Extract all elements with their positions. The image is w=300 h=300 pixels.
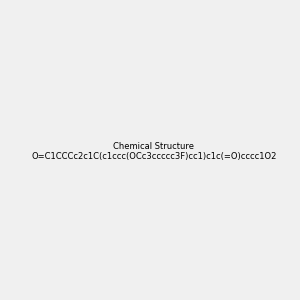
Text: Chemical Structure
O=C1CCCc2c1C(c1ccc(OCc3ccccc3F)cc1)c1c(=O)cccc1O2: Chemical Structure O=C1CCCc2c1C(c1ccc(OC… xyxy=(31,142,276,161)
